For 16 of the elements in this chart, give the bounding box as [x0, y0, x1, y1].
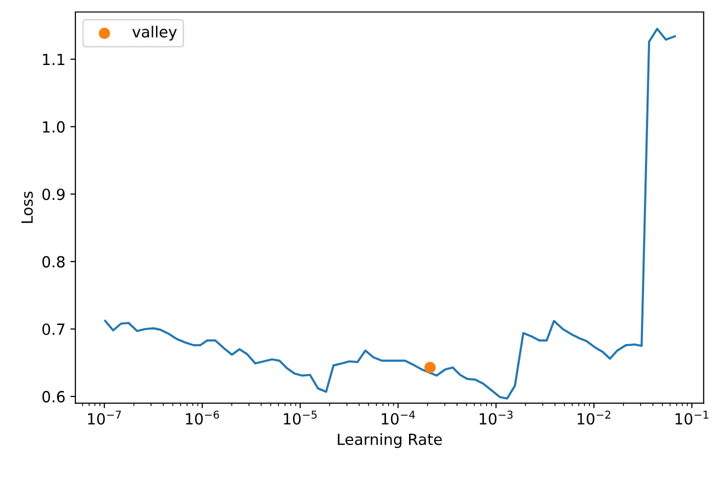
y-tick-label: 0.7 — [42, 323, 64, 336]
x-tick-label: 10$^{−5}$ — [284, 410, 317, 425]
y-tick-label: 0.6 — [42, 390, 65, 402]
y-tick-label: 0.8 — [42, 256, 65, 268]
x-tick-label: 10$^{−3}$ — [480, 410, 513, 425]
x-tick-label: 10$^{−6}$ — [186, 410, 219, 425]
y-tick-label: 1.0 — [43, 121, 65, 133]
y-tick-label: 0.9 — [42, 188, 65, 200]
x-tick-label: 10$^{−4}$ — [382, 410, 415, 425]
x-tick-label: 10$^{−7}$ — [88, 410, 121, 425]
x-tick-label: 10$^{−2}$ — [578, 410, 610, 425]
legend-label: valley — [132, 26, 177, 41]
y-tick-label: 1.1 — [43, 54, 64, 66]
y-axis-title: Loss — [22, 192, 33, 223]
x-axis-title: Learning Rate — [338, 433, 442, 448]
x-tick-label: 10$^{−1}$ — [676, 410, 708, 425]
